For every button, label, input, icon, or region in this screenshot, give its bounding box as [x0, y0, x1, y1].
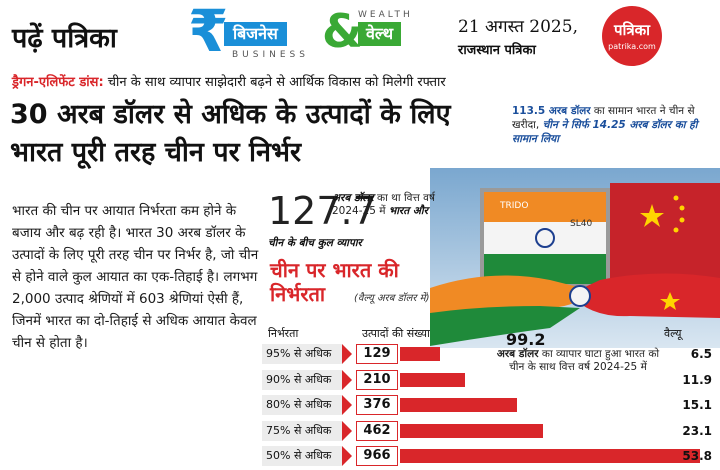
container-label-2: SL40 — [570, 219, 592, 229]
logo-business-english: BUSINESS — [232, 50, 309, 60]
chart-count-label: 376 — [356, 395, 398, 415]
china-container — [610, 183, 720, 283]
deficit-text-body: का व्यापार घाटा हुआ भारत को चीन के साथ व… — [509, 348, 660, 373]
trade-text-bold: अरब डॉलर — [332, 192, 374, 204]
chart-category-label: 50% से अधिक — [262, 446, 342, 466]
page-header: पढ़ें पत्रिका ₹ बिजनेस & WEALTH वेल्थ BU… — [0, 0, 720, 70]
patrika-logo-name: पत्रिका — [613, 21, 651, 39]
newspaper-name: राजस्थान पत्रिका — [458, 43, 536, 58]
chart-value-label: 23.1 — [682, 423, 712, 438]
chart-row: 90% से अधिक 210 11.9 — [262, 369, 712, 390]
chart-count-label: 462 — [356, 420, 398, 441]
chart-title: चीन पर भारत की निर्भरता — [270, 258, 399, 306]
chart-category-label: 75% से अधिक — [262, 420, 342, 441]
chart-bar — [400, 398, 517, 412]
chart-category-label: 90% से अधिक — [262, 369, 342, 390]
deficit-amount: 99.2 — [506, 330, 546, 349]
chart-count-label: 129 — [356, 344, 398, 364]
chart-count-label: 966 — [356, 446, 398, 466]
chart-category-label: 80% से अधिक — [262, 395, 342, 415]
import-note-amount: 113.5 अरब डॉलर — [512, 105, 591, 117]
chart-bar — [400, 449, 700, 463]
chart-row: 95% से अधिक 129 6.5 — [262, 344, 712, 364]
chart-bar — [400, 347, 440, 361]
headline: 30 अरब डॉलर से अधिक के उत्पादों के लिए भ… — [10, 99, 451, 168]
rupee-icon: ₹ — [188, 0, 229, 65]
business-wealth-logo: ₹ बिजनेस & WEALTH वेल्थ BUSINESS — [188, 2, 450, 64]
trade-text-body: का था वित्त वर्ष 2024-25 में — [332, 192, 436, 217]
chart-row: 50% से अधिक 966 53.8 — [262, 446, 712, 466]
handshake-containers-illustration: TRIDO SL40 — [430, 168, 720, 348]
logo-ampersand: & — [322, 4, 363, 58]
logo-wealth-hindi: वेल्थ — [358, 22, 402, 46]
logo-business-hindi: बिजनेस — [224, 22, 287, 46]
india-container: TRIDO SL40 — [480, 188, 610, 288]
column-header-product-count: उत्पादों की संख्या — [362, 327, 430, 340]
chart-subtitle: (वैल्यू अरब डॉलर में) — [354, 293, 430, 304]
import-note-text: का सामान भारत ने चीन से खरीदा, — [512, 105, 695, 131]
container-label-1: TRIDO — [499, 201, 528, 211]
import-note: 113.5 अरब डॉलर का सामान भारत ने चीन से ख… — [512, 104, 712, 146]
trade-text-bold-2: भारत और — [388, 205, 428, 217]
patrika-logo: पत्रिका patrika.com — [602, 6, 662, 66]
chart-row-arrow — [342, 420, 352, 441]
trade-subtitle: चीन के बीच कुल व्यापार — [268, 237, 362, 249]
chart-bar — [400, 423, 543, 438]
chart-row-arrow — [342, 395, 352, 415]
illustration-svg: TRIDO SL40 — [430, 168, 720, 348]
trade-amount: 127.7 — [268, 189, 377, 233]
chart-value-label: 53.8 — [682, 449, 712, 463]
article-body: भारत की चीन पर आयात निर्भरता कम होने के … — [12, 203, 259, 351]
chart-category-label: 95% से अधिक — [262, 344, 342, 364]
chart-value-label: 15.1 — [682, 398, 712, 412]
column-header-value: वैल्यू — [664, 327, 682, 340]
column-header-dependency: निर्भरता — [268, 327, 299, 340]
deficit-text-bold: अरब डॉलर — [496, 348, 539, 360]
kicker-text: चीन के साथ व्यापार साझेदारी बढ़ने से आर्… — [103, 75, 446, 90]
chart-value-label: 11.9 — [682, 372, 712, 387]
patrika-logo-site: patrika.com — [608, 42, 656, 51]
logo-wealth-english: WEALTH — [358, 10, 413, 20]
chart-row-arrow — [342, 369, 352, 390]
chart-value-label: 6.5 — [690, 347, 712, 361]
handshake-icon — [430, 273, 720, 346]
kicker-line: ड्रैगन-एलिफेंट डांस: चीन के साथ व्यापार … — [12, 72, 712, 90]
chart-bar — [400, 372, 465, 387]
chart-count-label: 210 — [356, 369, 398, 390]
chart-row-arrow — [342, 446, 352, 466]
chart-row-arrow — [342, 344, 352, 364]
trade-text: अरब डॉलर का था वित्त वर्ष 2024-25 में भा… — [332, 192, 436, 218]
import-note-emphasis: चीन ने सिर्फ 14.25 अरब डॉलर का ही सामान … — [512, 119, 698, 145]
read-label: पढ़ें पत्रिका — [12, 23, 117, 54]
deficit-text: अरब डॉलर का व्यापार घाटा हुआ भारत को चीन… — [492, 348, 664, 374]
kicker-tag: ड्रैगन-एलिफेंट डांस: — [12, 75, 104, 90]
issue-date: 21 अगस्त 2025, — [458, 17, 578, 37]
chart-row: 80% से अधिक 376 15.1 — [262, 395, 712, 415]
chart-row: 75% से अधिक 462 23.1 — [262, 420, 712, 441]
